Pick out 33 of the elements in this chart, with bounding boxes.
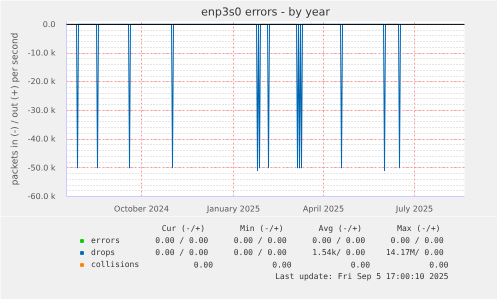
y-tick-label: 0.0 xyxy=(42,20,56,29)
legend-label: drops xyxy=(91,246,116,258)
text: Avg (-/+) xyxy=(318,224,362,233)
text: 14.17M/ 0.00 xyxy=(386,248,444,257)
text: 0.00 xyxy=(350,260,370,270)
y-tick-label: -10.0 k xyxy=(28,48,56,58)
text: 0.00 / 0.00 xyxy=(234,248,287,257)
text: Cur (-/+) xyxy=(162,224,206,233)
chart-title: enp3s0 errors - by year xyxy=(201,6,330,18)
text: 0.00 xyxy=(194,260,214,270)
text: Max (-/+) xyxy=(397,224,440,233)
text: 0.00 xyxy=(272,260,292,270)
legend-label: collisions xyxy=(91,258,140,270)
text: 0.00 xyxy=(429,260,449,270)
text: 0.00 / 0.00 xyxy=(155,236,208,245)
x-tick-label: January 2025 xyxy=(206,204,260,214)
text: Min (-/+) xyxy=(240,224,284,233)
x-tick-label: July 2025 xyxy=(394,204,434,214)
text: 0.00 / 0.00 xyxy=(155,248,208,257)
text: 0.00 / 0.00 xyxy=(390,236,444,245)
y-axis-title: packets in (-) / out (+) per second xyxy=(10,32,21,186)
legend-label: errors xyxy=(91,234,120,246)
text: 0.00 / 0.00 xyxy=(234,236,287,245)
y-tick-label: -40.0 k xyxy=(28,134,56,144)
text: Last update: Fri Sep 5 17:00:10 2025 xyxy=(275,272,449,281)
y-tick-label: -30.0 k xyxy=(28,106,56,115)
x-tick-label: October 2024 xyxy=(114,204,169,214)
y-tick-label: -60.0 k xyxy=(28,192,56,201)
text: 0.00 / 0.00 xyxy=(312,236,366,245)
x-tick-label: April 2025 xyxy=(302,204,344,214)
text: 1.54k/ 0.00 xyxy=(312,248,366,257)
y-tick-label: -50.0 k xyxy=(28,163,56,172)
y-tick-label: -20.0 k xyxy=(28,77,56,86)
